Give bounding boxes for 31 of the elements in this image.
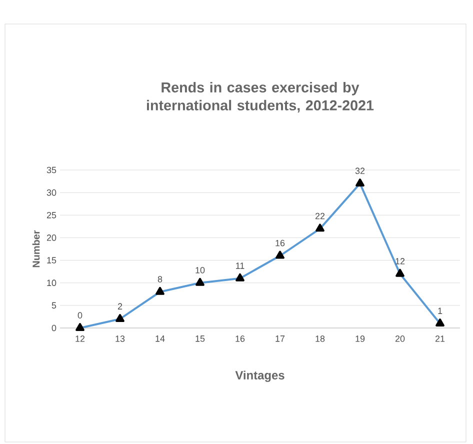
y-tick-label: 0 [52,324,56,332]
x-tick-label: 15 [196,336,205,342]
data-label: 32 [355,168,365,174]
y-tick-label: 20 [46,234,56,241]
chart-title: Rends in cases exercised by international students, 2012-2021 [146,82,374,112]
y-tick-label: 15 [47,257,56,264]
x-tick-label: 18 [316,336,325,342]
data-label: 10 [196,266,205,274]
x-tick-label: 16 [236,336,245,342]
x-tick-label: 19 [356,336,365,342]
y-tick-label: 25 [46,212,56,218]
y-tick-label: 5 [52,302,56,309]
y-tick-label: 30 [46,189,56,196]
x-tick-label: 13 [116,336,125,342]
x-tick-label: 21 [435,336,445,342]
x-tick-label: 12 [76,336,85,342]
data-label: 12 [396,258,405,264]
x-axis-title: Vintages [235,370,284,382]
y-tick-label: 10 [47,280,56,286]
data-label: 22 [315,212,325,220]
data-label: 1 [438,308,442,314]
data-label: 8 [158,276,162,282]
data-label: 11 [236,262,244,269]
y-axis-title: Number [32,230,40,268]
data-label: 0 [78,312,82,318]
x-tick-label: 14 [156,336,165,342]
data-label: 16 [276,240,285,246]
y-tick-label: 35 [46,166,56,174]
x-tick-label: 20 [395,336,405,342]
data-label: 2 [118,303,122,310]
x-tick-label: 17 [276,336,285,342]
